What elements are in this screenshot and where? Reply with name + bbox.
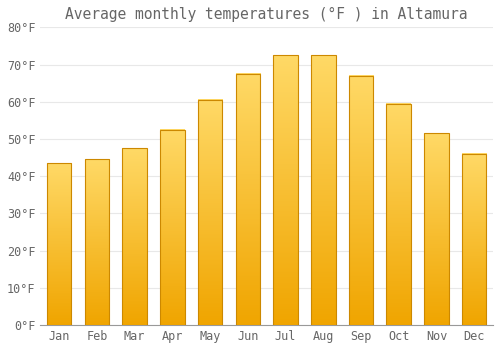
Bar [386, 104, 411, 325]
Bar [198, 100, 222, 325]
Bar [424, 133, 448, 325]
Title: Average monthly temperatures (°F ) in Altamura: Average monthly temperatures (°F ) in Al… [66, 7, 468, 22]
Bar [236, 74, 260, 325]
Bar [348, 76, 374, 325]
Bar [47, 163, 72, 325]
Bar [160, 130, 184, 325]
Bar [462, 154, 486, 325]
Bar [274, 55, 298, 325]
Bar [84, 160, 109, 325]
Bar [122, 148, 147, 325]
Bar [311, 55, 336, 325]
